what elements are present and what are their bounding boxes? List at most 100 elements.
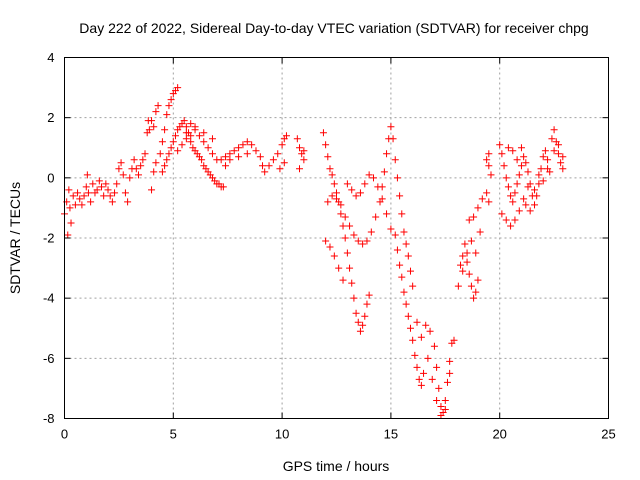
data-point bbox=[324, 198, 332, 206]
data-point bbox=[69, 192, 77, 200]
data-point bbox=[387, 123, 395, 131]
data-point bbox=[554, 141, 562, 149]
data-point bbox=[341, 213, 349, 221]
data-point bbox=[265, 162, 273, 170]
data-point bbox=[322, 237, 330, 245]
data-point bbox=[119, 171, 127, 179]
data-point bbox=[417, 381, 425, 389]
data-point bbox=[300, 147, 308, 155]
data-point bbox=[117, 159, 125, 167]
data-point bbox=[422, 321, 430, 329]
data-point bbox=[339, 276, 347, 284]
data-point bbox=[485, 150, 493, 158]
data-point bbox=[74, 189, 82, 197]
data-point bbox=[459, 267, 467, 275]
data-point bbox=[152, 108, 160, 116]
data-point bbox=[472, 288, 480, 296]
data-point bbox=[426, 327, 434, 335]
data-point bbox=[333, 189, 340, 197]
data-point bbox=[535, 171, 543, 179]
data-point bbox=[178, 141, 186, 149]
data-point bbox=[446, 357, 454, 365]
data-point bbox=[485, 162, 493, 170]
data-point bbox=[80, 192, 88, 200]
data-point bbox=[222, 162, 230, 170]
data-point bbox=[158, 168, 166, 176]
data-point bbox=[404, 252, 412, 260]
data-point bbox=[137, 162, 145, 170]
data-point bbox=[243, 150, 251, 158]
data-point bbox=[174, 147, 182, 155]
data-point bbox=[300, 156, 308, 164]
data-point bbox=[145, 126, 153, 134]
data-point bbox=[67, 219, 75, 227]
data-point bbox=[535, 180, 543, 188]
data-point bbox=[504, 183, 512, 191]
data-point bbox=[520, 195, 528, 203]
data-point bbox=[378, 195, 386, 203]
data-point bbox=[339, 222, 347, 230]
data-point bbox=[504, 144, 512, 152]
data-point bbox=[520, 153, 528, 161]
data-point bbox=[154, 102, 162, 110]
data-point bbox=[515, 207, 523, 215]
data-point bbox=[372, 213, 380, 221]
chart-title: Day 222 of 2022, Sidereal Day-to-day VTE… bbox=[79, 20, 588, 36]
data-point bbox=[226, 156, 234, 164]
data-point bbox=[478, 195, 486, 203]
data-point bbox=[113, 180, 121, 188]
data-series bbox=[293, 123, 493, 419]
data-point bbox=[187, 120, 195, 128]
data-point bbox=[554, 150, 562, 158]
data-point bbox=[367, 228, 375, 236]
data-point bbox=[89, 180, 97, 188]
data-point bbox=[100, 192, 108, 200]
data-point bbox=[356, 327, 364, 335]
x-tick-label: 10 bbox=[275, 427, 289, 442]
y-tick-label: -6 bbox=[43, 351, 55, 366]
data-point bbox=[398, 210, 406, 218]
data-point bbox=[476, 228, 484, 236]
data-point bbox=[239, 141, 247, 149]
data-point bbox=[437, 411, 445, 419]
data-series bbox=[61, 117, 160, 239]
data-point bbox=[252, 147, 260, 155]
data-point bbox=[182, 129, 190, 137]
data-point bbox=[235, 153, 243, 161]
data-point bbox=[483, 156, 491, 164]
data-point bbox=[163, 156, 171, 164]
data-point bbox=[391, 231, 399, 239]
data-point bbox=[259, 162, 267, 170]
data-point bbox=[406, 324, 414, 332]
data-point bbox=[502, 216, 510, 224]
data-point bbox=[459, 252, 467, 260]
y-tick-label: 0 bbox=[47, 170, 54, 185]
data-point bbox=[200, 129, 208, 137]
data-point bbox=[541, 147, 549, 155]
data-point bbox=[507, 222, 515, 230]
data-point bbox=[467, 282, 475, 290]
data-point bbox=[226, 150, 234, 158]
data-point bbox=[454, 282, 462, 290]
data-point bbox=[550, 126, 558, 134]
data-point bbox=[402, 300, 410, 308]
data-point bbox=[559, 165, 567, 173]
data-point bbox=[517, 162, 525, 170]
data-point bbox=[182, 135, 190, 143]
data-point bbox=[180, 117, 188, 125]
data-point bbox=[256, 153, 264, 161]
data-point bbox=[413, 363, 421, 371]
data-point bbox=[78, 201, 86, 209]
data-point bbox=[430, 342, 438, 350]
data-point bbox=[391, 156, 399, 164]
data-point bbox=[150, 123, 158, 131]
data-point bbox=[470, 213, 478, 221]
data-point bbox=[156, 150, 164, 158]
data-point bbox=[222, 153, 230, 161]
data-point bbox=[95, 177, 103, 185]
data-point bbox=[276, 165, 284, 173]
data-point bbox=[352, 309, 360, 317]
x-tick-label: 25 bbox=[601, 427, 615, 442]
data-point bbox=[352, 192, 360, 200]
data-point bbox=[467, 237, 475, 245]
